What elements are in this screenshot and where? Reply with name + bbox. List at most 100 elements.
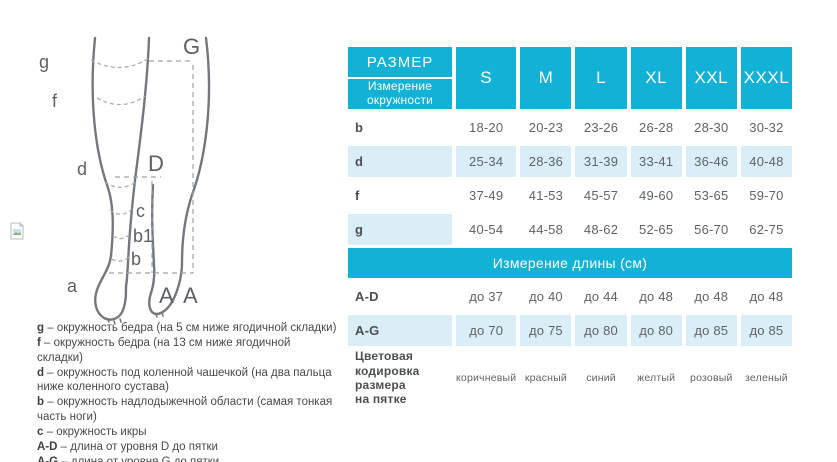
arc-b1	[112, 233, 131, 240]
value-cell: до 80	[575, 315, 627, 346]
diagram-label-f: f	[52, 91, 58, 111]
value-cell: до 80	[630, 315, 682, 346]
value-cell: до 40	[528, 289, 563, 304]
size-col-header-m: M	[520, 47, 572, 109]
heel-color-cell: зеленый	[745, 372, 788, 384]
arc-g	[90, 57, 150, 69]
row-label-f: f	[355, 188, 360, 203]
left-leg-outline	[91, 36, 128, 321]
value-cell: 18-20	[469, 120, 504, 135]
value-cell: 26-28	[639, 120, 674, 135]
heel-color-cell: желтый	[637, 372, 676, 384]
row-label-a-g: A-G	[348, 315, 452, 346]
heel-color-cell: красный	[524, 372, 567, 384]
value-cell: 36-46	[685, 146, 737, 177]
value-cell: 28-36	[520, 146, 572, 177]
diagram-label-G: G	[183, 34, 200, 59]
legend-text: – длина от уровня D до пятки	[60, 441, 218, 453]
legend-item-a-g: A-G – длина от уровня G до пятки	[37, 455, 339, 462]
value-cell: 40-48	[740, 146, 792, 177]
header-size-measure-cell: РАЗМЕР Измерение окружности	[348, 47, 452, 109]
size-col-header-xxxl: XXXL	[740, 47, 792, 109]
legend-item-f: f – окружность бедра (на 13 см ниже ягод…	[37, 336, 339, 365]
heel-color-cell: синий	[586, 372, 616, 384]
value-cell: до 85	[685, 315, 737, 346]
value-cell: 40-54	[469, 222, 504, 237]
diagram-label-a: a	[67, 276, 78, 296]
left-foot-toes	[107, 318, 122, 325]
legend-term: A-D	[37, 441, 58, 453]
header-divider	[348, 77, 452, 79]
arc-f	[96, 95, 146, 106]
value-cell: 41-53	[528, 188, 564, 203]
broken-image-icon	[10, 222, 25, 240]
value-cell: 25-34	[456, 146, 517, 177]
diagram-label-g: g	[39, 52, 49, 72]
value-cell: 44-58	[528, 222, 564, 237]
value-cell: 31-39	[575, 146, 627, 177]
legend-term: g	[37, 322, 45, 334]
legend-text: – окружность икры	[46, 425, 147, 438]
value-cell: 23-26	[583, 120, 619, 135]
length-section-banner: Измерение длины (см)	[348, 248, 792, 278]
legend-term: c	[37, 425, 44, 438]
legend-text: – окружность бедра (на 5 см ниже ягодичн…	[47, 322, 337, 334]
value-cell: 37-49	[469, 188, 504, 203]
value-cell: до 75	[520, 315, 572, 346]
value-cell: 30-32	[749, 120, 784, 135]
value-cell: 59-70	[749, 188, 784, 203]
diagram-label-b: b	[131, 249, 141, 269]
legend-item-d: d – окружность под коленной чашечкой (на…	[37, 366, 339, 395]
size-table: РАЗМЕР Измерение окружности S M L XL XXL…	[348, 47, 792, 407]
value-cell: 45-57	[583, 188, 619, 203]
diagram-label-D: D	[148, 151, 164, 176]
legend-item-b: b – окружность надлодыжечной области (са…	[37, 395, 339, 424]
legend-term: A-G	[37, 456, 58, 462]
size-col-header-xxl: XXL	[685, 47, 737, 109]
value-cell: до 48	[749, 289, 784, 304]
value-cell: до 37	[469, 289, 504, 304]
legend-item-c: c – окружность икры	[37, 425, 339, 439]
value-cell: 62-75	[749, 222, 784, 237]
legend-text: – окружность бедра (на 13 см ниже ягодич…	[37, 337, 291, 364]
diagram-label-A-right: A	[183, 283, 198, 308]
row-label-a-d: A-D	[355, 289, 379, 304]
diagram-label-b1: b1	[133, 226, 153, 246]
value-cell: 20-23	[528, 120, 564, 135]
value-cell: 52-65	[639, 222, 674, 237]
legend-text: – окружность надлодыжечной области (сама…	[37, 396, 333, 423]
right-foot-toes	[155, 312, 164, 318]
arc-b	[111, 256, 130, 262]
legend-item-a-d: A-D – длина от уровня D до пятки	[37, 440, 339, 454]
header-size-label: РАЗМЕР	[366, 53, 434, 71]
size-col-header-s: S	[456, 47, 517, 109]
legend-item-g: g – окружность бедра (на 5 см ниже ягоди…	[37, 321, 339, 335]
value-cell: до 48	[694, 289, 729, 304]
heel-color-cell: розовый	[690, 372, 733, 384]
row-label-g: g	[348, 214, 452, 245]
legend-text: – длина от уровня G до пятки	[61, 456, 219, 462]
arc-d	[104, 180, 138, 188]
heel-color-cell: коричневый	[456, 372, 517, 384]
value-cell: 28-30	[694, 120, 729, 135]
value-cell: 53-65	[694, 188, 729, 203]
measurement-legend: g – окружность бедра (на 5 см ниже ягоди…	[37, 321, 339, 462]
value-cell: 48-62	[583, 222, 619, 237]
diagram-label-A-left: A	[159, 283, 174, 308]
value-cell: 56-70	[694, 222, 729, 237]
value-cell: до 44	[584, 289, 618, 304]
diagram-label-c: c	[136, 201, 145, 221]
legend-text: – окружность под коленной чашечкой (на д…	[37, 366, 332, 393]
leg-measurement-diagram: g f d c b1 b a G D A A	[39, 34, 211, 325]
value-cell: до 85	[740, 315, 792, 346]
row-label-color-coding: Цветовая кодировка размера на пятке	[355, 349, 420, 407]
value-cell: до 70	[456, 315, 517, 346]
value-cell: до 48	[639, 289, 674, 304]
size-col-header-xl: XL	[630, 47, 682, 109]
legend-term: d	[37, 366, 45, 379]
row-label-d: d	[348, 146, 452, 177]
value-cell: 49-60	[639, 188, 674, 203]
row-label-b: b	[355, 120, 364, 135]
legend-term: b	[37, 396, 45, 409]
